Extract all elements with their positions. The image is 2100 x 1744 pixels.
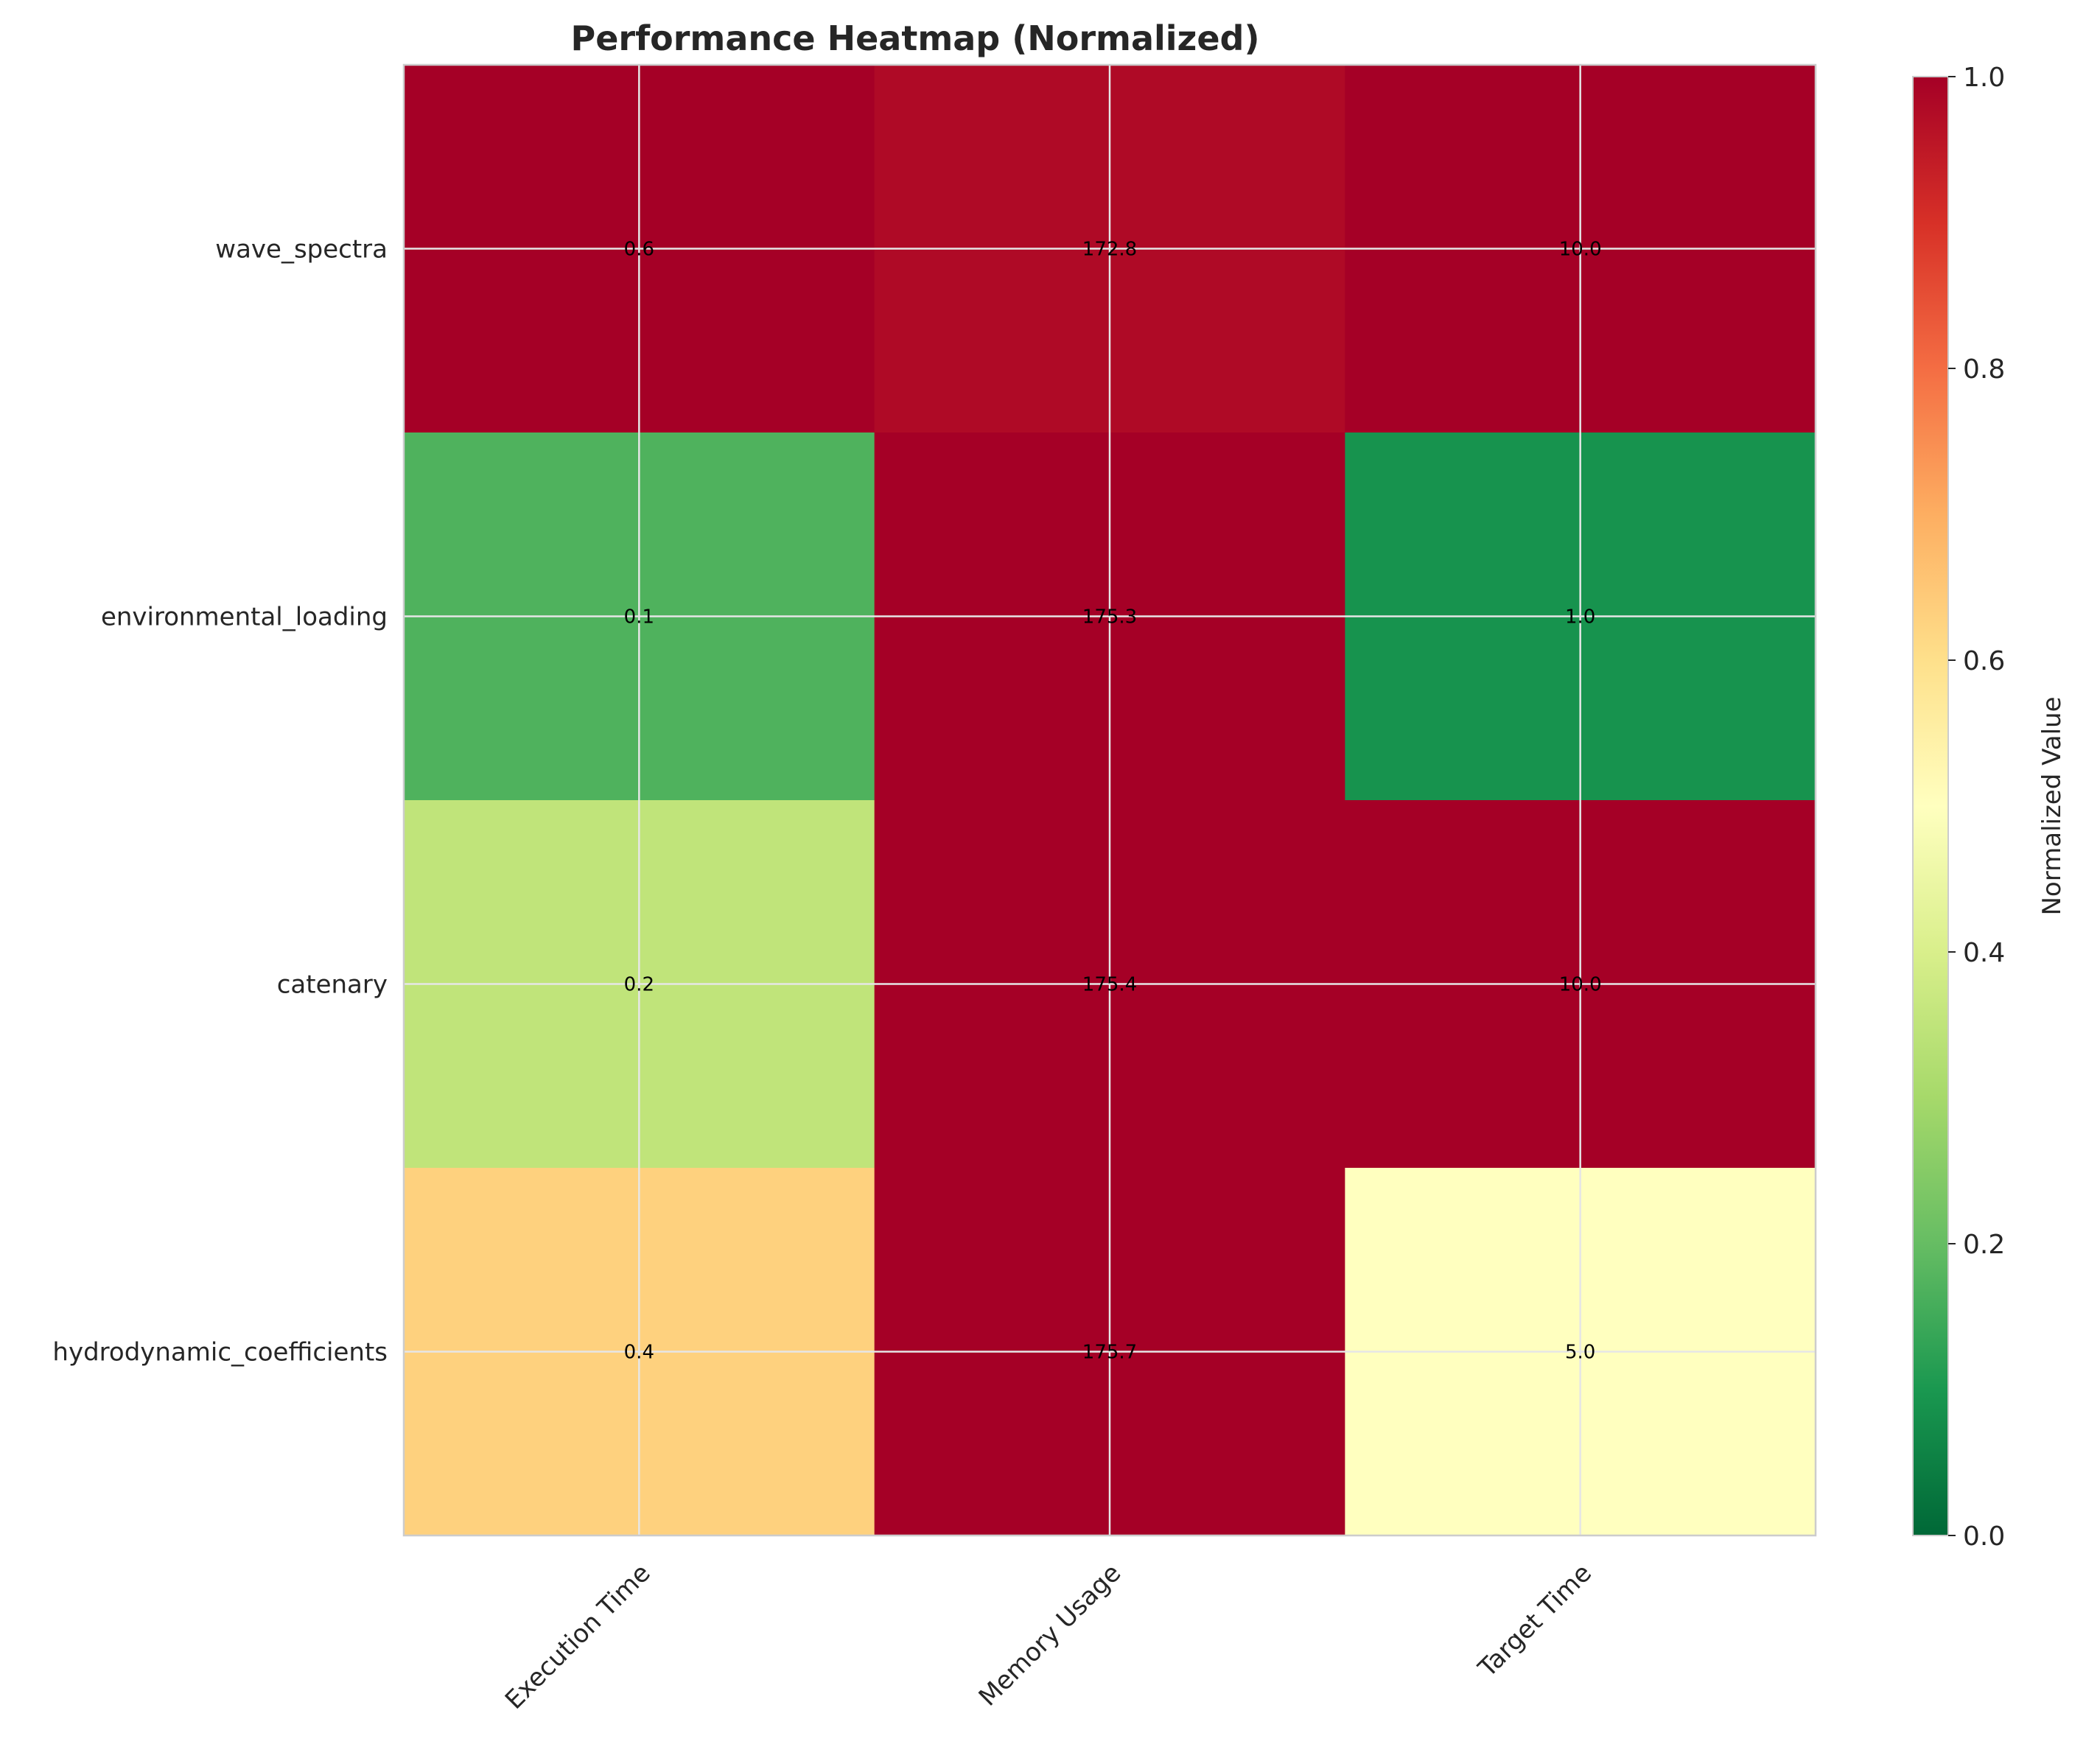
colorbar-tick-label: 0.4: [1963, 938, 2005, 968]
row-label: catenary: [277, 970, 388, 1000]
colorbar: 0.0 0.2 0.4 0.6 0.8 1.0 Normalized Value: [1912, 63, 2067, 1552]
column-label: Memory Usage: [973, 1558, 1127, 1712]
cell-value: 10.0: [1559, 974, 1602, 996]
cell-value: 5.0: [1565, 1342, 1595, 1364]
cell-value: 175.4: [1082, 974, 1137, 996]
colorbar-tick-label: 0.0: [1963, 1521, 2005, 1552]
colorbar-tick-label: 0.8: [1963, 354, 2005, 385]
colorbar-tick-label: 1.0: [1963, 63, 2005, 93]
column-label: Target Time: [1472, 1558, 1597, 1684]
row-label: environmental_loading: [101, 603, 388, 632]
cell-value: 0.6: [624, 239, 654, 261]
cell-value: 0.2: [624, 974, 654, 996]
cell-value: 10.0: [1559, 239, 1602, 261]
row-label: wave_spectra: [215, 235, 388, 265]
cell-value: 175.7: [1082, 1342, 1137, 1364]
cell-value: 0.4: [624, 1342, 654, 1364]
colorbar-gradient: [1912, 76, 1949, 1536]
row-labels: wave_spectra environmental_loadingcatenar…: [52, 235, 388, 1367]
column-labels: Execution Time Memory Usage Target Time: [500, 1558, 1597, 1715]
grid-lines: [402, 63, 1817, 1537]
cell-value: 175.3: [1082, 606, 1137, 628]
plot-frame: [402, 63, 1817, 1537]
column-label: Execution Time: [500, 1558, 657, 1715]
cell-value: 1.0: [1565, 606, 1595, 628]
cell-value: 0.1: [624, 606, 654, 628]
row-label: hydrodynamic_coefficients: [52, 1338, 388, 1367]
colorbar-label: Normalized Value: [2037, 697, 2067, 916]
cell-labels: 0.6 172.8 10.0 0.1 175.3 1.0 0.2 175.4 10.0 0.4 17…: [624, 239, 1602, 1364]
cell-value: 172.8: [1082, 239, 1137, 261]
colorbar-tick-label: 0.2: [1963, 1230, 2005, 1260]
colorbar-tick-label: 0.6: [1963, 646, 2005, 676]
chart-title: Performance Heatmap (Normalized): [571, 18, 1260, 58]
